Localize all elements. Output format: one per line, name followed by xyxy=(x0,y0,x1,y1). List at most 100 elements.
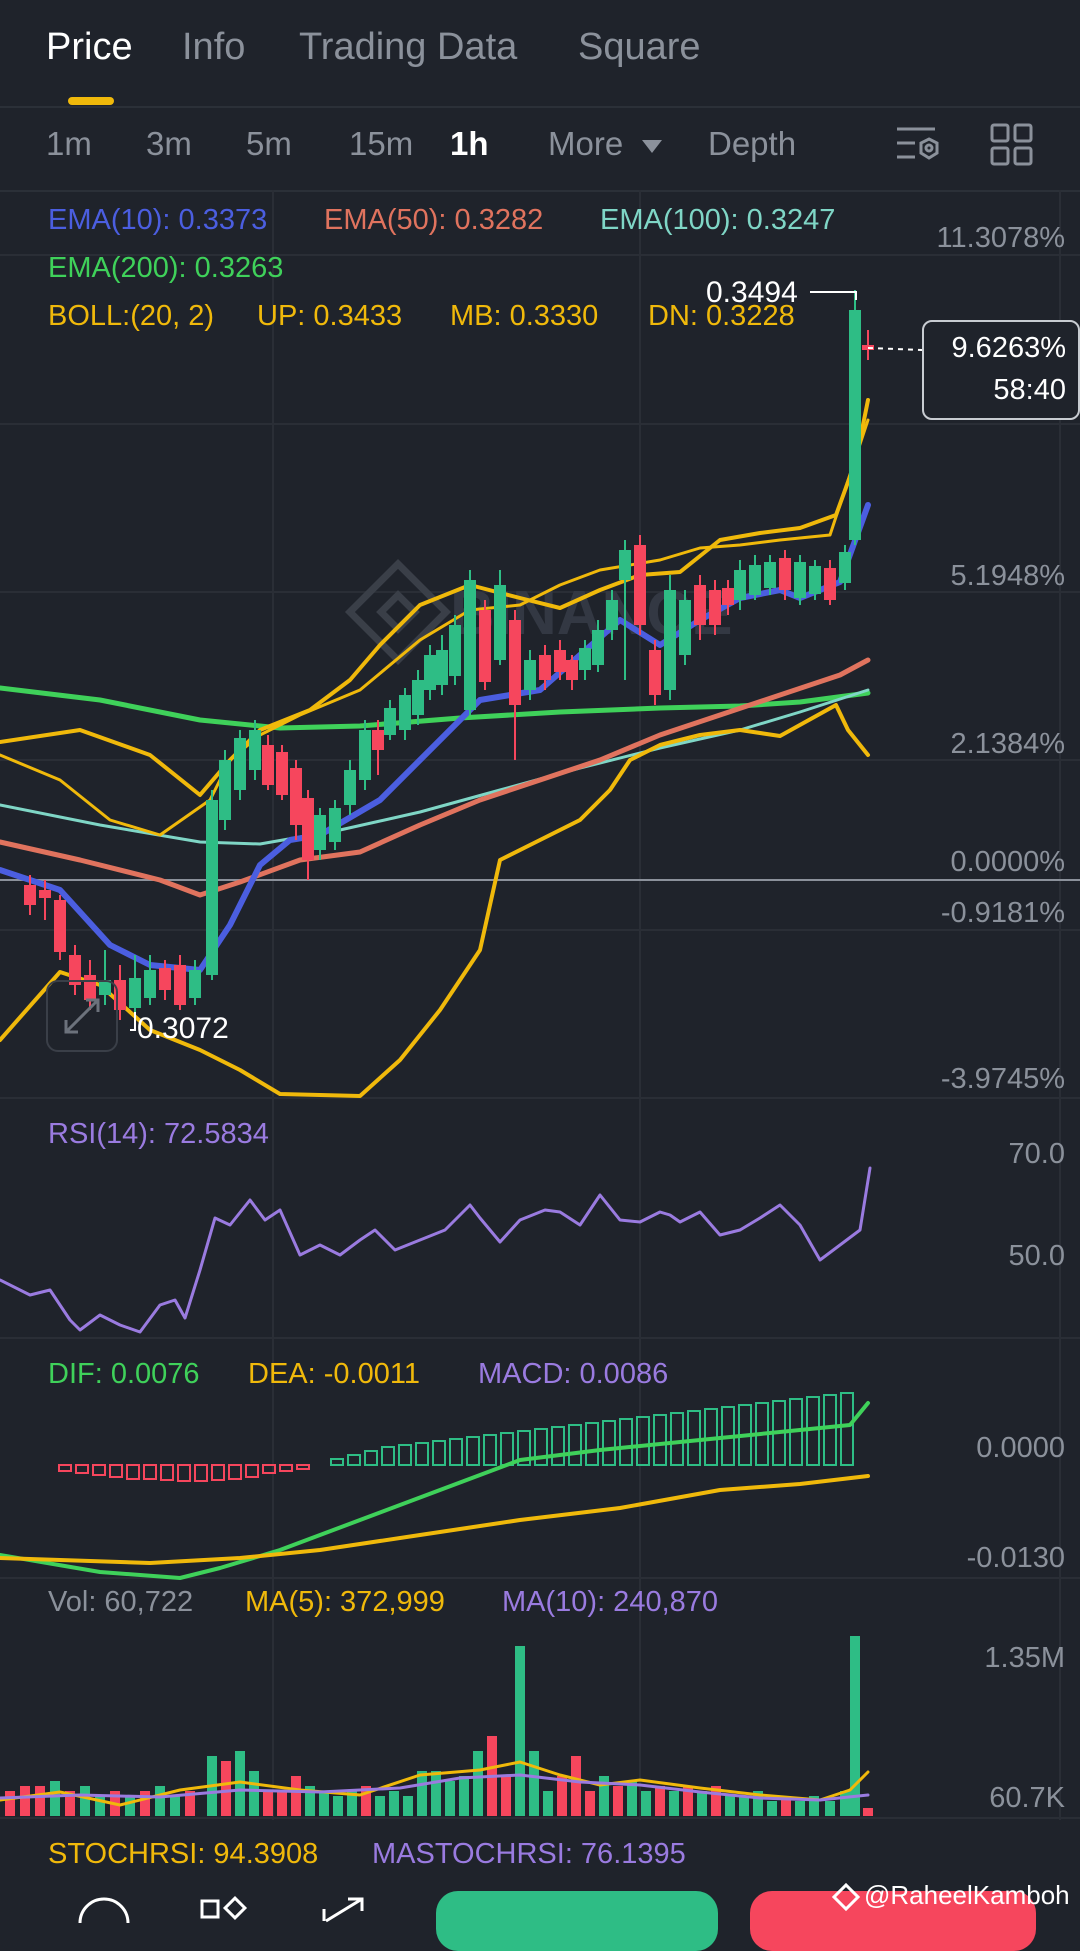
share-icon[interactable] xyxy=(318,1895,374,1923)
candle-body xyxy=(619,550,631,580)
fullscreen-button[interactable] xyxy=(46,980,118,1052)
volume-bar xyxy=(473,1751,483,1816)
macd-histogram-bar xyxy=(245,1464,259,1478)
volume-bar xyxy=(795,1801,805,1816)
volume-bar xyxy=(543,1791,553,1816)
candle-body xyxy=(39,890,51,898)
macd-histogram-bar xyxy=(534,1428,548,1466)
volume-bar xyxy=(20,1786,30,1816)
candle-body xyxy=(649,650,661,695)
ema100-value: EMA(100): 0.3247 xyxy=(600,204,836,236)
volume-ma10-value: MA(10): 240,870 xyxy=(502,1586,719,1618)
candle-body xyxy=(606,600,618,630)
timeframe-5m[interactable]: 5m xyxy=(246,125,292,162)
candle-body xyxy=(249,730,261,770)
volume-bar xyxy=(809,1796,819,1816)
macd-histogram-bar xyxy=(687,1410,701,1466)
macd-histogram-bar xyxy=(500,1432,514,1466)
volume-bar xyxy=(5,1791,15,1816)
timeframe-15m[interactable]: 15m xyxy=(349,125,414,162)
tab-trading-data[interactable]: Trading Data xyxy=(299,26,518,68)
candle-body xyxy=(24,885,36,905)
candle-body xyxy=(174,965,186,1005)
volume-bar xyxy=(459,1776,469,1816)
timeframe-1h[interactable]: 1h xyxy=(450,125,489,162)
buy-button[interactable] xyxy=(436,1891,718,1951)
candle-body xyxy=(424,655,436,690)
binance-logo-icon xyxy=(344,558,452,666)
volume-bar xyxy=(155,1786,165,1816)
tab-square[interactable]: Square xyxy=(578,26,701,68)
macd-histogram-bar xyxy=(653,1414,667,1466)
volume-bar xyxy=(65,1791,75,1816)
shapes-icon[interactable] xyxy=(198,1895,254,1923)
macd-histogram-bar xyxy=(602,1420,616,1466)
candle-body xyxy=(794,562,806,598)
candle-body xyxy=(634,545,646,625)
candle-body xyxy=(849,310,861,540)
volume-bar xyxy=(767,1801,777,1816)
candle-body xyxy=(412,680,424,715)
timeframe-1m[interactable]: 1m xyxy=(46,125,92,162)
candle-body xyxy=(694,585,706,625)
candle-body xyxy=(839,552,851,583)
volume-bar xyxy=(333,1796,343,1816)
candle-body xyxy=(524,660,536,690)
chevron-down-icon xyxy=(642,139,663,153)
macd-histogram-bar xyxy=(347,1454,361,1466)
toolbar-divider xyxy=(0,190,1080,192)
macd-histogram-bar xyxy=(75,1464,89,1474)
macd-histogram-bar xyxy=(262,1464,276,1474)
more-timeframes-button[interactable]: More xyxy=(548,125,663,163)
ema10-value: EMA(10): 0.3373 xyxy=(48,204,268,236)
candle-body xyxy=(539,655,551,680)
depth-tab[interactable]: Depth xyxy=(708,125,797,162)
more-circle-icon[interactable] xyxy=(76,1893,132,1923)
volume-bar xyxy=(725,1796,735,1816)
credit-text: @RaheelKamboh xyxy=(864,1880,1070,1910)
macd-histogram-bar xyxy=(585,1422,599,1466)
candle-body xyxy=(679,600,691,655)
candle-body xyxy=(709,590,721,625)
candle-body xyxy=(69,955,81,985)
candle-body xyxy=(290,768,302,825)
macd-dea-line xyxy=(0,1474,870,1565)
volume-bar xyxy=(585,1791,595,1816)
volume-bar xyxy=(781,1796,791,1816)
tab-info[interactable]: Info xyxy=(182,26,246,68)
candle-body xyxy=(314,815,326,850)
macd-histogram-bar xyxy=(177,1464,191,1482)
volume-bar xyxy=(125,1796,135,1816)
candle-body xyxy=(664,590,676,690)
volume-bar xyxy=(140,1791,150,1816)
macd-dif-line xyxy=(0,1401,870,1580)
timeframe-3m[interactable]: 3m xyxy=(146,125,192,162)
ema200-value: EMA(200): 0.3263 xyxy=(48,252,284,284)
price-axis-label: -3.9745% xyxy=(940,1063,1065,1095)
macd-value: MACD: 0.0086 xyxy=(478,1358,669,1390)
tab-price[interactable]: Price xyxy=(46,26,133,68)
volume-bar xyxy=(319,1791,329,1816)
macd-histogram-bar xyxy=(432,1440,446,1466)
candle-body xyxy=(464,580,476,710)
candle-body xyxy=(566,660,578,680)
macd-histogram-bar xyxy=(517,1430,531,1466)
grid-layout-icon[interactable] xyxy=(990,123,1034,167)
macd-histogram-bar xyxy=(670,1412,684,1466)
candle-body xyxy=(262,745,274,785)
candle-body xyxy=(219,760,231,820)
volume-bar xyxy=(825,1801,835,1816)
chart-settings-icon[interactable] xyxy=(895,123,943,167)
volume-bar xyxy=(641,1791,651,1816)
candle-body xyxy=(722,588,734,605)
current-change-pct: 9.6263% xyxy=(951,332,1067,364)
volume-bar xyxy=(850,1636,860,1816)
volume-bar xyxy=(80,1786,90,1816)
candle-body xyxy=(734,570,746,600)
low-price-label: 0.3072 xyxy=(137,1012,229,1045)
macd-histogram-bar xyxy=(568,1424,582,1466)
candle-body xyxy=(479,610,491,682)
macd-dif-value: DIF: 0.0076 xyxy=(48,1358,200,1390)
high-price-connector xyxy=(810,291,857,300)
